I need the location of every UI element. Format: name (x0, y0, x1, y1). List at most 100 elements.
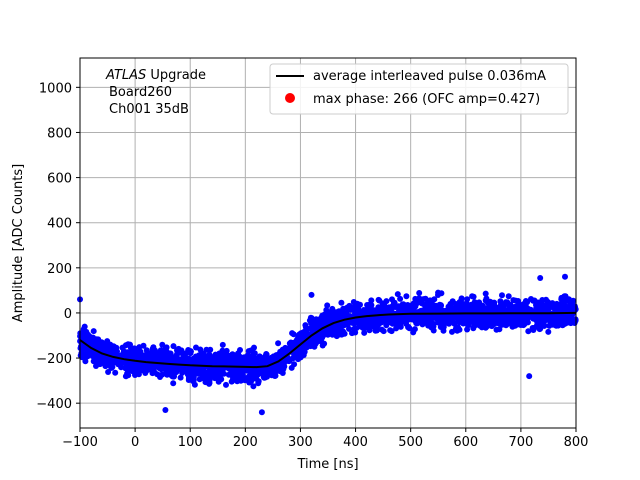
sample-point (365, 307, 372, 314)
sample-point (154, 350, 161, 357)
sample-point (416, 290, 423, 296)
sample-point (403, 293, 410, 300)
sample-point (409, 305, 415, 312)
sample-point (156, 363, 163, 370)
sample-point (105, 369, 112, 375)
sample-point (288, 364, 295, 371)
sample-point (338, 299, 345, 306)
sample-point (354, 319, 361, 326)
sample-point (222, 360, 228, 367)
sample-point (383, 322, 390, 329)
sample-point (350, 299, 357, 305)
legend-marker-swatch (285, 93, 295, 103)
sample-point (99, 356, 106, 363)
x-tick-label: 700 (508, 435, 533, 450)
sample-point (88, 337, 95, 344)
sample-point (189, 359, 196, 366)
sample-point (208, 369, 215, 376)
sample-point (537, 275, 544, 281)
sample-point (246, 360, 253, 367)
sample-point (299, 335, 306, 342)
sample-point (266, 358, 273, 365)
sample-point (562, 273, 568, 280)
y-tick-label: −400 (36, 397, 72, 412)
sample-point (449, 298, 456, 305)
y-axis-ticks: −400 −200 0 200 400 600 800 1000 (36, 81, 80, 412)
sample-point (451, 307, 458, 314)
sample-point (169, 367, 176, 374)
sample-point (338, 331, 345, 338)
sample-point (336, 310, 343, 317)
sample-point (435, 289, 442, 296)
sample-point (509, 305, 515, 312)
sample-point (545, 328, 552, 335)
sample-point (430, 306, 437, 313)
sample-point (333, 333, 340, 340)
sample-point (255, 369, 262, 376)
sample-point (218, 376, 225, 383)
sample-point (240, 366, 247, 373)
sample-point (250, 375, 257, 381)
sample-point (168, 372, 175, 379)
sample-point (498, 302, 505, 309)
sample-point (550, 301, 557, 308)
sample-point (322, 313, 329, 319)
sample-point (169, 355, 176, 361)
x-tick-label: 100 (178, 435, 203, 450)
sample-point (380, 316, 387, 323)
sample-point (302, 324, 309, 331)
y-axis-title: Amplitude [ADC Counts] (11, 164, 26, 322)
sample-point (475, 317, 482, 324)
x-axis-ticks: −100 0 100 200 300 400 500 600 700 800 (62, 428, 588, 450)
sample-point (163, 344, 170, 351)
sample-point (324, 331, 331, 338)
sample-point (106, 357, 113, 363)
x-tick-label: 600 (453, 435, 478, 450)
sample-point (546, 312, 553, 319)
sample-point (513, 316, 520, 323)
sample-point (198, 356, 205, 363)
sample-point (493, 326, 500, 333)
sample-point (346, 325, 352, 332)
sample-point (499, 319, 506, 326)
sample-point (515, 298, 522, 304)
sample-point (187, 368, 194, 375)
sample-point (400, 301, 407, 308)
sample-point (374, 315, 381, 322)
sample-point (372, 327, 379, 334)
sample-point (387, 314, 394, 320)
sample-point (471, 301, 477, 308)
sample-point (536, 326, 543, 333)
sample-point (140, 367, 147, 374)
sample-point (170, 343, 177, 350)
sample-point (324, 302, 331, 309)
sample-point (436, 301, 443, 308)
sample-point (135, 349, 141, 355)
sample-point (262, 353, 269, 360)
sample-point (273, 354, 280, 361)
x-axis-title: Time [ns] (296, 457, 358, 472)
sample-point (470, 293, 477, 300)
sample-point (376, 297, 383, 304)
sample-point (510, 297, 517, 304)
sample-point (308, 291, 315, 298)
annotation: ATLAS Upgrade Board260 Ch001 35dB (105, 68, 206, 117)
x-tick-label: −100 (62, 435, 98, 450)
sample-point (147, 352, 153, 359)
sample-point (277, 367, 284, 374)
sample-point (355, 305, 362, 312)
sample-point (422, 295, 429, 302)
sample-point (340, 322, 347, 329)
sample-point (94, 343, 101, 350)
y-tick-label: 600 (47, 172, 72, 187)
sample-point (187, 348, 194, 355)
sample-point (300, 329, 307, 336)
sample-point (123, 364, 130, 371)
x-tick-label: 400 (343, 435, 368, 450)
sample-point (207, 346, 214, 353)
sample-point (460, 320, 467, 327)
sample-point (294, 339, 301, 346)
sample-point (258, 409, 265, 416)
sample-point (389, 304, 396, 311)
sample-point (388, 328, 395, 335)
